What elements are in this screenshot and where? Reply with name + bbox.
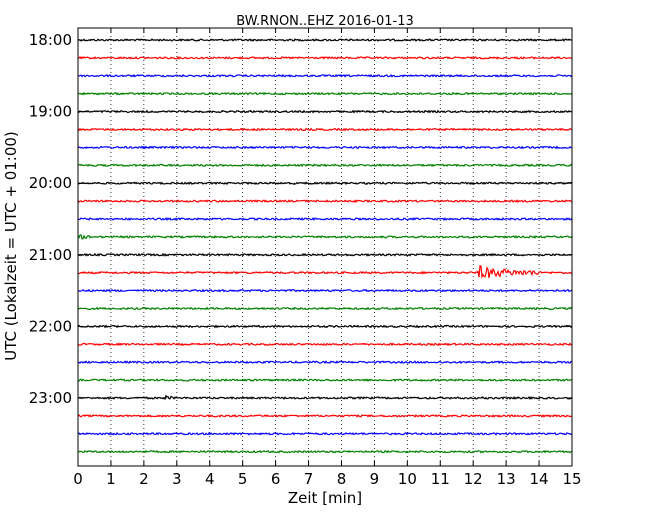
x-axis-label: Zeit [min] — [288, 489, 362, 507]
y-tick-labels: 18:00 19:00 20:00 21:00 22:00 23:00 — [29, 31, 72, 407]
trace-1800 — [77, 38, 573, 42]
trace-1830 — [77, 73, 573, 78]
trace-2100 — [77, 252, 573, 257]
y-tick-label: 19:00 — [29, 103, 72, 121]
trace-1930 — [77, 145, 573, 150]
x-tick-label: 14 — [530, 470, 549, 488]
x-tick-labels: 0 1 2 3 4 5 6 7 8 9 10 11 12 13 14 15 — [73, 470, 581, 488]
trace-2330 — [77, 431, 573, 436]
x-tick-label: 7 — [304, 470, 314, 488]
trace-1815 — [77, 55, 573, 60]
y-tick-label: 18:00 — [29, 31, 72, 49]
x-tick-label: 15 — [562, 470, 581, 488]
x-tick-label: 4 — [205, 470, 215, 488]
chart-title: BW.RNON..EHZ 2016-01-13 — [236, 14, 414, 29]
x-tick-label: 6 — [271, 470, 281, 488]
x-tick-label: 3 — [172, 470, 182, 488]
y-tick-label: 23:00 — [29, 389, 72, 407]
trace-1915 — [77, 127, 573, 132]
trace-1945 — [77, 163, 573, 168]
trace-2015 — [77, 199, 573, 204]
trace-2215 — [77, 342, 573, 347]
x-tick-label: 10 — [398, 470, 417, 488]
axis-ticks — [77, 28, 573, 466]
trace-2245 — [77, 378, 573, 383]
trace-2115 — [77, 265, 573, 279]
y-axis-label: UTC (Lokalzeit = UTC + 01:00) — [2, 131, 20, 361]
seismic-traces — [77, 38, 573, 454]
x-tick-label: 13 — [497, 470, 516, 488]
trace-2345 — [77, 449, 573, 454]
trace-2130 — [77, 288, 573, 293]
y-tick-label: 21:00 — [29, 246, 72, 264]
x-tick-label: 11 — [431, 470, 450, 488]
trace-2200 — [77, 324, 573, 329]
x-tick-label: 5 — [238, 470, 248, 488]
trace-2230 — [77, 360, 573, 365]
trace-1845 — [77, 91, 573, 96]
trace-2000 — [77, 181, 573, 186]
y-tick-label: 20:00 — [29, 174, 72, 192]
trace-2145 — [77, 306, 573, 311]
x-tick-label: 1 — [106, 470, 116, 488]
plot-area-frame — [77, 27, 573, 467]
trace-2300 — [77, 394, 573, 401]
y-tick-label: 22:00 — [29, 317, 72, 335]
x-tick-label: 0 — [73, 470, 83, 488]
x-tick-label: 8 — [337, 470, 347, 488]
trace-2030 — [77, 216, 573, 222]
x-tick-label: 12 — [464, 470, 483, 488]
x-tick-label: 9 — [370, 470, 380, 488]
trace-1900 — [77, 109, 573, 114]
trace-2045 — [77, 234, 573, 240]
trace-2315 — [77, 413, 573, 418]
x-tick-label: 2 — [139, 470, 149, 488]
